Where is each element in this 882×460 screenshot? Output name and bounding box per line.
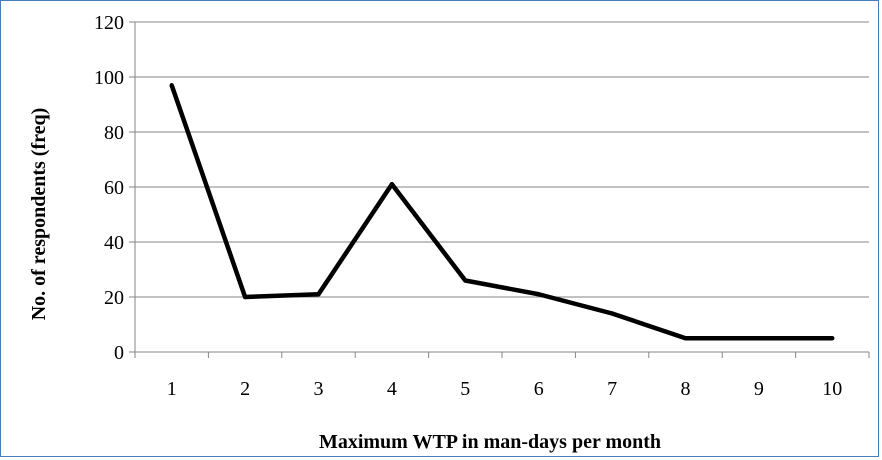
- x-tick-label: 3: [314, 378, 324, 400]
- x-tick-label: 7: [607, 378, 617, 400]
- x-tick-label: 8: [681, 378, 691, 400]
- x-tick-label: 2: [240, 378, 250, 400]
- x-tick-label: 5: [460, 378, 470, 400]
- data-point: [169, 83, 174, 88]
- x-tick-label: 6: [534, 378, 544, 400]
- data-point: [830, 336, 835, 341]
- y-tick-label: 0: [114, 342, 124, 364]
- data-point: [683, 336, 688, 341]
- data-point: [316, 292, 321, 297]
- data-point: [756, 336, 762, 341]
- x-tick-label: 10: [822, 378, 842, 400]
- x-tick-label: 9: [754, 378, 764, 400]
- y-tick-label: 60: [104, 177, 124, 199]
- data-point: [536, 292, 541, 297]
- x-tick-label: 4: [387, 378, 397, 400]
- gridlines: [135, 21, 869, 298]
- x-tick-label: 1: [167, 378, 177, 400]
- y-axis-title: No. of respondents (freq): [28, 108, 50, 321]
- series-line: [169, 84, 833, 341]
- x-axis-title: Maximum WTP in man-days per month: [319, 431, 661, 453]
- axes: [129, 21, 870, 358]
- y-tick-label: 20: [104, 287, 124, 309]
- y-tick-label: 120: [94, 12, 124, 34]
- y-tick-label: 40: [104, 232, 124, 254]
- data-point: [609, 311, 615, 316]
- y-tick-labels: 0 20 40 60 80 100 120: [94, 12, 124, 364]
- y-tick-label: 100: [94, 67, 124, 89]
- y-tick-label: 80: [104, 122, 124, 144]
- data-point: [242, 294, 248, 300]
- data-point: [463, 278, 468, 283]
- x-tick-labels: 1 2 3 4 5 6 7 8 9 10: [167, 378, 843, 400]
- series: [169, 83, 835, 341]
- data-point: [389, 182, 395, 187]
